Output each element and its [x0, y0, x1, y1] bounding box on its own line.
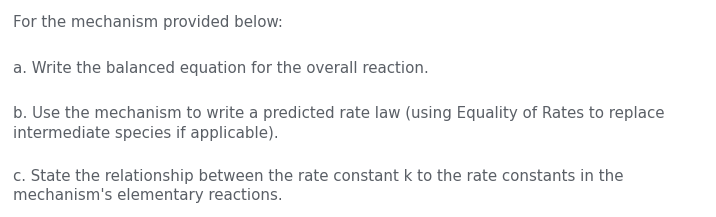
- Text: For the mechanism provided below:: For the mechanism provided below:: [13, 15, 283, 30]
- Text: c. State the relationship between the rate constant k to the rate constants in t: c. State the relationship between the ra…: [13, 169, 624, 204]
- Text: a. Write the balanced equation for the overall reaction.: a. Write the balanced equation for the o…: [13, 61, 429, 76]
- Text: b. Use the mechanism to write a predicted rate law (using Equality of Rates to r: b. Use the mechanism to write a predicte…: [13, 106, 664, 141]
